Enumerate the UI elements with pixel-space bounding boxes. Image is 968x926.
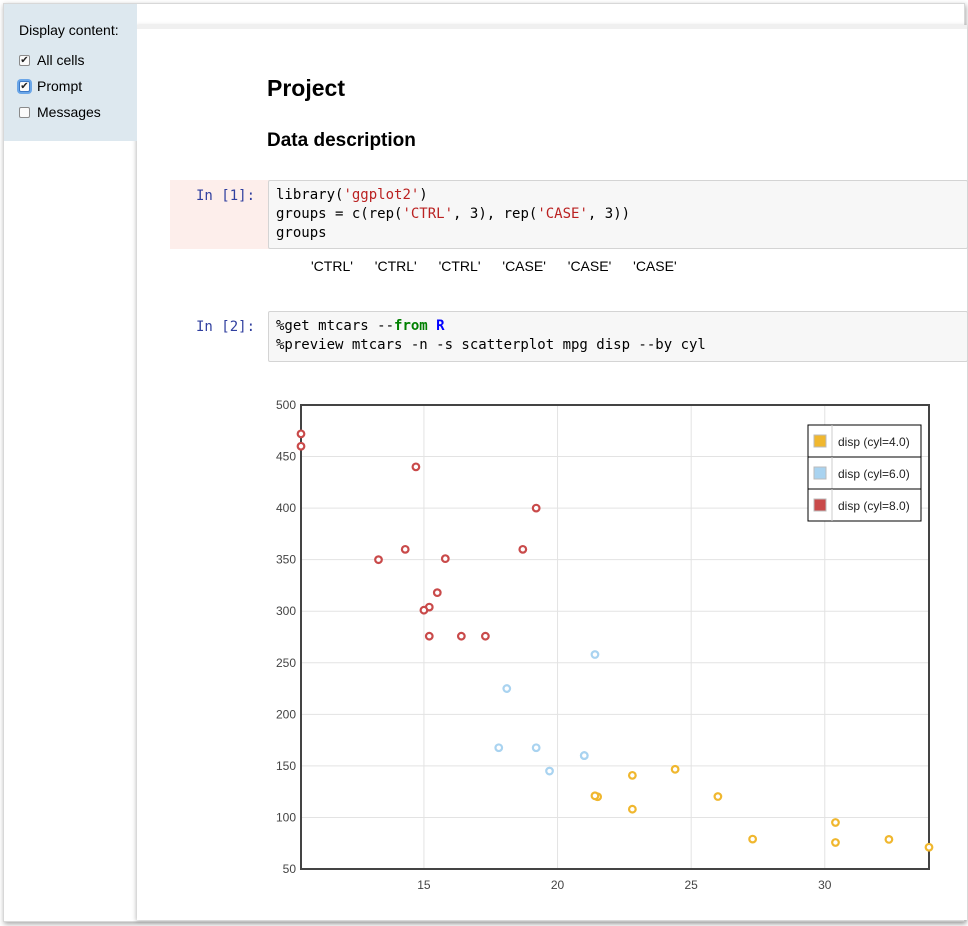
- notebook-topline: [137, 25, 967, 29]
- data-point: [713, 792, 723, 801]
- all-cells-option[interactable]: ✔ All cells: [19, 51, 84, 69]
- data-point: [627, 804, 637, 814]
- y-tick-label: 150: [276, 759, 296, 773]
- x-tick-label: 20: [551, 878, 565, 892]
- legend-label: disp (cyl=4.0): [838, 435, 910, 449]
- data-point: [924, 842, 934, 852]
- data-point: [518, 544, 528, 554]
- data-point: [411, 462, 421, 472]
- legend-label: disp (cyl=8.0): [838, 499, 910, 513]
- messages-option[interactable]: Messages: [19, 103, 101, 121]
- plot-frame: [300, 404, 930, 870]
- data-point: [670, 764, 680, 774]
- data-point: [627, 770, 637, 780]
- panel-title: Display content:: [19, 22, 119, 38]
- data-point: [590, 650, 600, 659]
- data-point: [296, 429, 306, 439]
- page-title: Project: [267, 75, 345, 101]
- data-point: [502, 684, 512, 693]
- prompt-option[interactable]: ✔ Prompt: [19, 77, 82, 95]
- cell-2-prompt: In [2]:: [196, 319, 256, 335]
- data-point: [531, 503, 541, 513]
- data-point: [579, 751, 589, 760]
- data-point: [748, 834, 758, 844]
- y-tick-label: 200: [276, 707, 296, 721]
- output-item: 'CASE': [502, 258, 546, 274]
- cell-1-output: 'CTRL' 'CTRL' 'CTRL' 'CASE' 'CASE' 'CASE…: [311, 258, 695, 274]
- data-point: [440, 554, 450, 564]
- messages-checkbox[interactable]: [19, 106, 30, 118]
- legend-swatch: [813, 498, 827, 512]
- x-tick-label: 30: [818, 878, 832, 892]
- output-item: 'CTRL': [374, 258, 417, 274]
- data-point: [590, 791, 600, 801]
- prompt-label: Prompt: [37, 78, 83, 94]
- data-point: [424, 631, 434, 641]
- legend-swatch: [813, 434, 827, 448]
- x-tick-label: 15: [417, 878, 431, 892]
- cell-1-code[interactable]: library('ggplot2') groups = c(rep('CTRL'…: [268, 180, 968, 249]
- legend-box: [807, 424, 922, 522]
- data-point: [831, 818, 840, 827]
- y-tick-label: 450: [276, 450, 296, 464]
- y-tick-label: 100: [276, 810, 296, 824]
- y-tick-label: 50: [283, 862, 297, 876]
- output-item: 'CASE': [633, 258, 677, 274]
- y-tick-label: 400: [276, 501, 296, 515]
- x-tick-label: 25: [684, 878, 698, 892]
- data-point: [296, 441, 306, 451]
- scatter-chart: 50 100 150 200 250 300 350 400 450 500 15 20 25 30 dis…: [276, 398, 934, 892]
- data-point: [432, 588, 442, 598]
- prompt-checkbox[interactable]: ✔: [19, 80, 30, 92]
- y-tick-label: 500: [276, 398, 296, 412]
- all-cells-label: All cells: [37, 52, 85, 68]
- data-point: [419, 605, 429, 615]
- data-point: [884, 835, 894, 844]
- y-tick-label: 350: [276, 553, 296, 567]
- cell-1-prompt: In [1]:: [196, 188, 256, 204]
- display-content-panel: Display content: ✔ All cells ✔ Prompt Me…: [4, 4, 137, 141]
- cell-1-highlight: [170, 180, 270, 249]
- data-point: [831, 838, 840, 847]
- y-tick-label: 300: [276, 604, 296, 618]
- all-cells-checkbox[interactable]: ✔: [19, 54, 30, 66]
- section-heading: Data description: [267, 130, 416, 151]
- data-point: [480, 631, 490, 641]
- data-point: [400, 544, 410, 554]
- data-point: [494, 743, 504, 753]
- data-point: [456, 631, 466, 641]
- output-item: 'CTRL': [438, 258, 481, 274]
- y-tick-label: 250: [276, 656, 296, 670]
- data-point: [545, 766, 554, 776]
- messages-label: Messages: [37, 104, 101, 120]
- cell-2-code[interactable]: %get mtcars --from R %preview mtcars -n …: [268, 311, 968, 362]
- data-point: [531, 743, 541, 753]
- output-item: 'CTRL': [311, 258, 353, 274]
- output-item: 'CASE': [567, 258, 612, 274]
- data-point: [374, 555, 383, 565]
- legend-swatch: [813, 466, 827, 480]
- legend-label: disp (cyl=6.0): [838, 467, 910, 481]
